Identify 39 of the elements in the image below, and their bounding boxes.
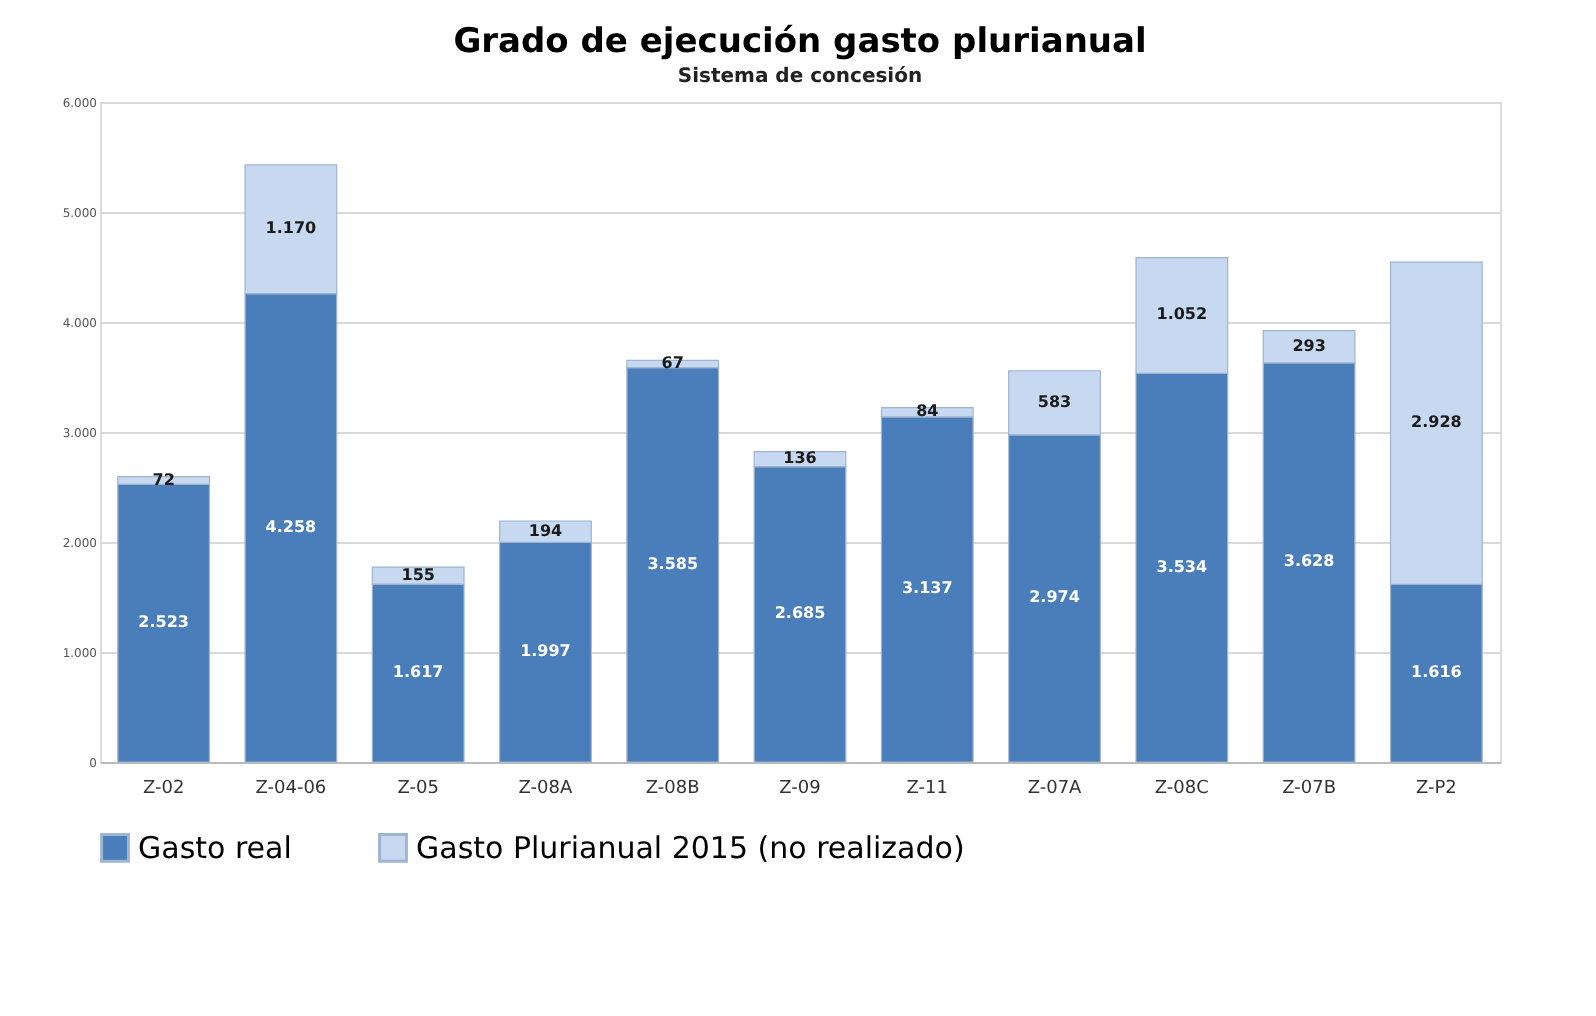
data-label: 1.052 <box>1156 305 1208 324</box>
data-label: 67 <box>661 353 684 372</box>
data-label: 136 <box>783 449 818 468</box>
data-label: 4.258 <box>265 517 318 536</box>
bar <box>117 483 211 763</box>
x-tick-label: Z-P2 <box>1415 779 1457 799</box>
data-label: 2.974 <box>1029 588 1081 607</box>
data-label: 84 <box>916 402 940 421</box>
data-label: 194 <box>528 521 564 540</box>
chart-title: Grado de ejecución gasto plurianual <box>453 22 1147 62</box>
data-label: 293 <box>1292 336 1326 355</box>
data-label: 1.997 <box>520 642 571 661</box>
data-label: 72 <box>152 470 175 489</box>
data-label: 2.685 <box>774 604 827 623</box>
data-label: 2.523 <box>138 613 189 632</box>
data-label: 1.617 <box>392 663 444 682</box>
data-label: 1.616 <box>1411 663 1463 682</box>
x-tick-label: Z-08C <box>1154 779 1209 799</box>
data-label: 2.928 <box>1411 413 1463 432</box>
x-tick-label: Z-04-06 <box>255 779 327 799</box>
data-label: 583 <box>1037 392 1072 411</box>
data-label: 3.534 <box>1156 557 1208 576</box>
data-label: 3.585 <box>647 554 699 573</box>
x-tick-label: Z-05 <box>397 779 439 799</box>
legend-label: Gasto Plurianual 2015 (no realizado) <box>416 829 965 866</box>
x-tick-label: Z-02 <box>142 779 185 799</box>
legend-label: Gasto real <box>138 829 292 866</box>
x-tick-label: Z-08A <box>518 779 574 799</box>
data-label: 3.137 <box>901 579 953 598</box>
x-tick-label: Z-07A <box>1027 779 1084 799</box>
data-label: 155 <box>401 565 436 584</box>
data-label: 1.170 <box>265 219 318 238</box>
data-label: 3.628 <box>1283 552 1336 571</box>
x-tick-label: Z-08B <box>645 779 700 799</box>
x-tick-label: Z-09 <box>779 779 822 799</box>
x-tick-label: Z-11 <box>906 779 948 799</box>
chart-subtitle: Sistema de concesión <box>677 66 923 88</box>
bar <box>626 367 720 763</box>
x-tick-label: Z-07B <box>1282 779 1336 799</box>
